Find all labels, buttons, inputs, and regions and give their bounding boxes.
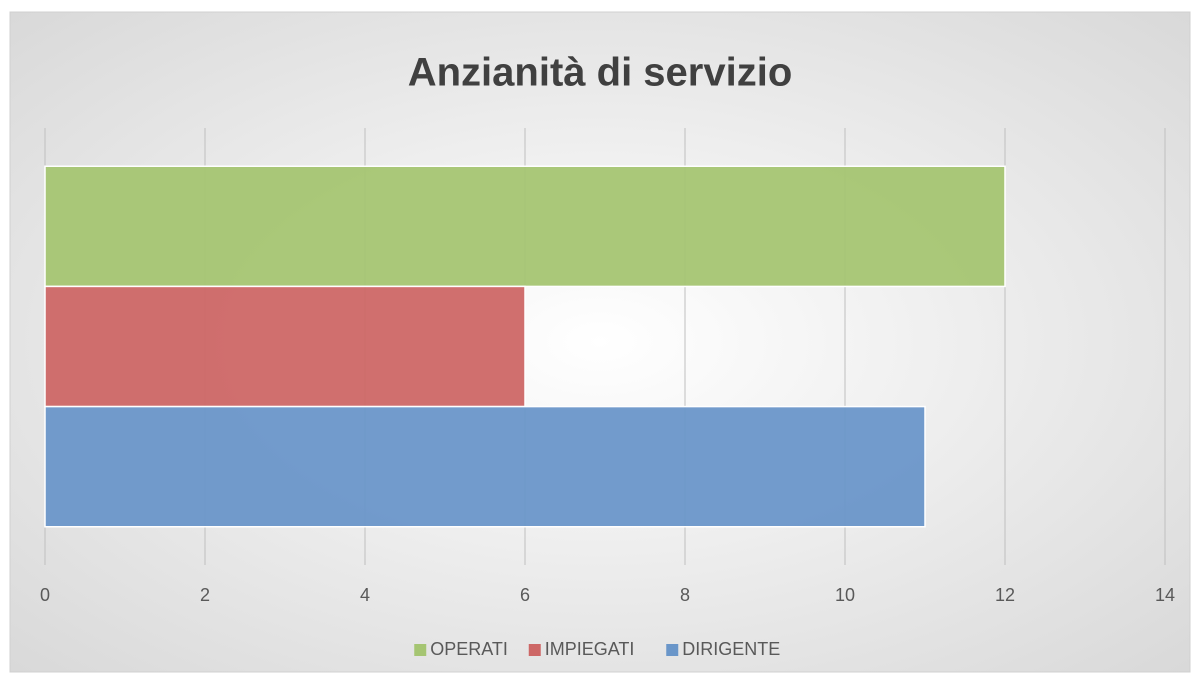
x-tick-label: 10 bbox=[835, 585, 855, 605]
chart-title: Anzianità di servizio bbox=[408, 51, 793, 95]
legend-label: IMPIEGATI bbox=[545, 639, 635, 659]
x-tick-label: 14 bbox=[1155, 585, 1175, 605]
x-tick-label: 4 bbox=[360, 585, 370, 605]
bar bbox=[44, 405, 926, 528]
x-tick-label: 6 bbox=[520, 585, 530, 605]
legend-label: DIRIGENTE bbox=[682, 639, 780, 659]
bar bbox=[44, 285, 526, 408]
legend: OPERATI IMPIEGATI DIRIGENTE bbox=[414, 639, 780, 659]
plot-area: 0 2 4 6 8 10 12 14 bbox=[40, 128, 1175, 605]
x-tick-label: 12 bbox=[995, 585, 1015, 605]
x-tick-label: 0 bbox=[40, 585, 50, 605]
legend-label: OPERATI bbox=[430, 639, 508, 659]
x-tick-label: 8 bbox=[680, 585, 690, 605]
legend-swatch bbox=[666, 644, 679, 656]
legend-swatch bbox=[414, 644, 427, 656]
bar bbox=[44, 165, 1006, 288]
x-tick-label: 2 bbox=[200, 585, 210, 605]
legend-swatch bbox=[528, 644, 541, 656]
